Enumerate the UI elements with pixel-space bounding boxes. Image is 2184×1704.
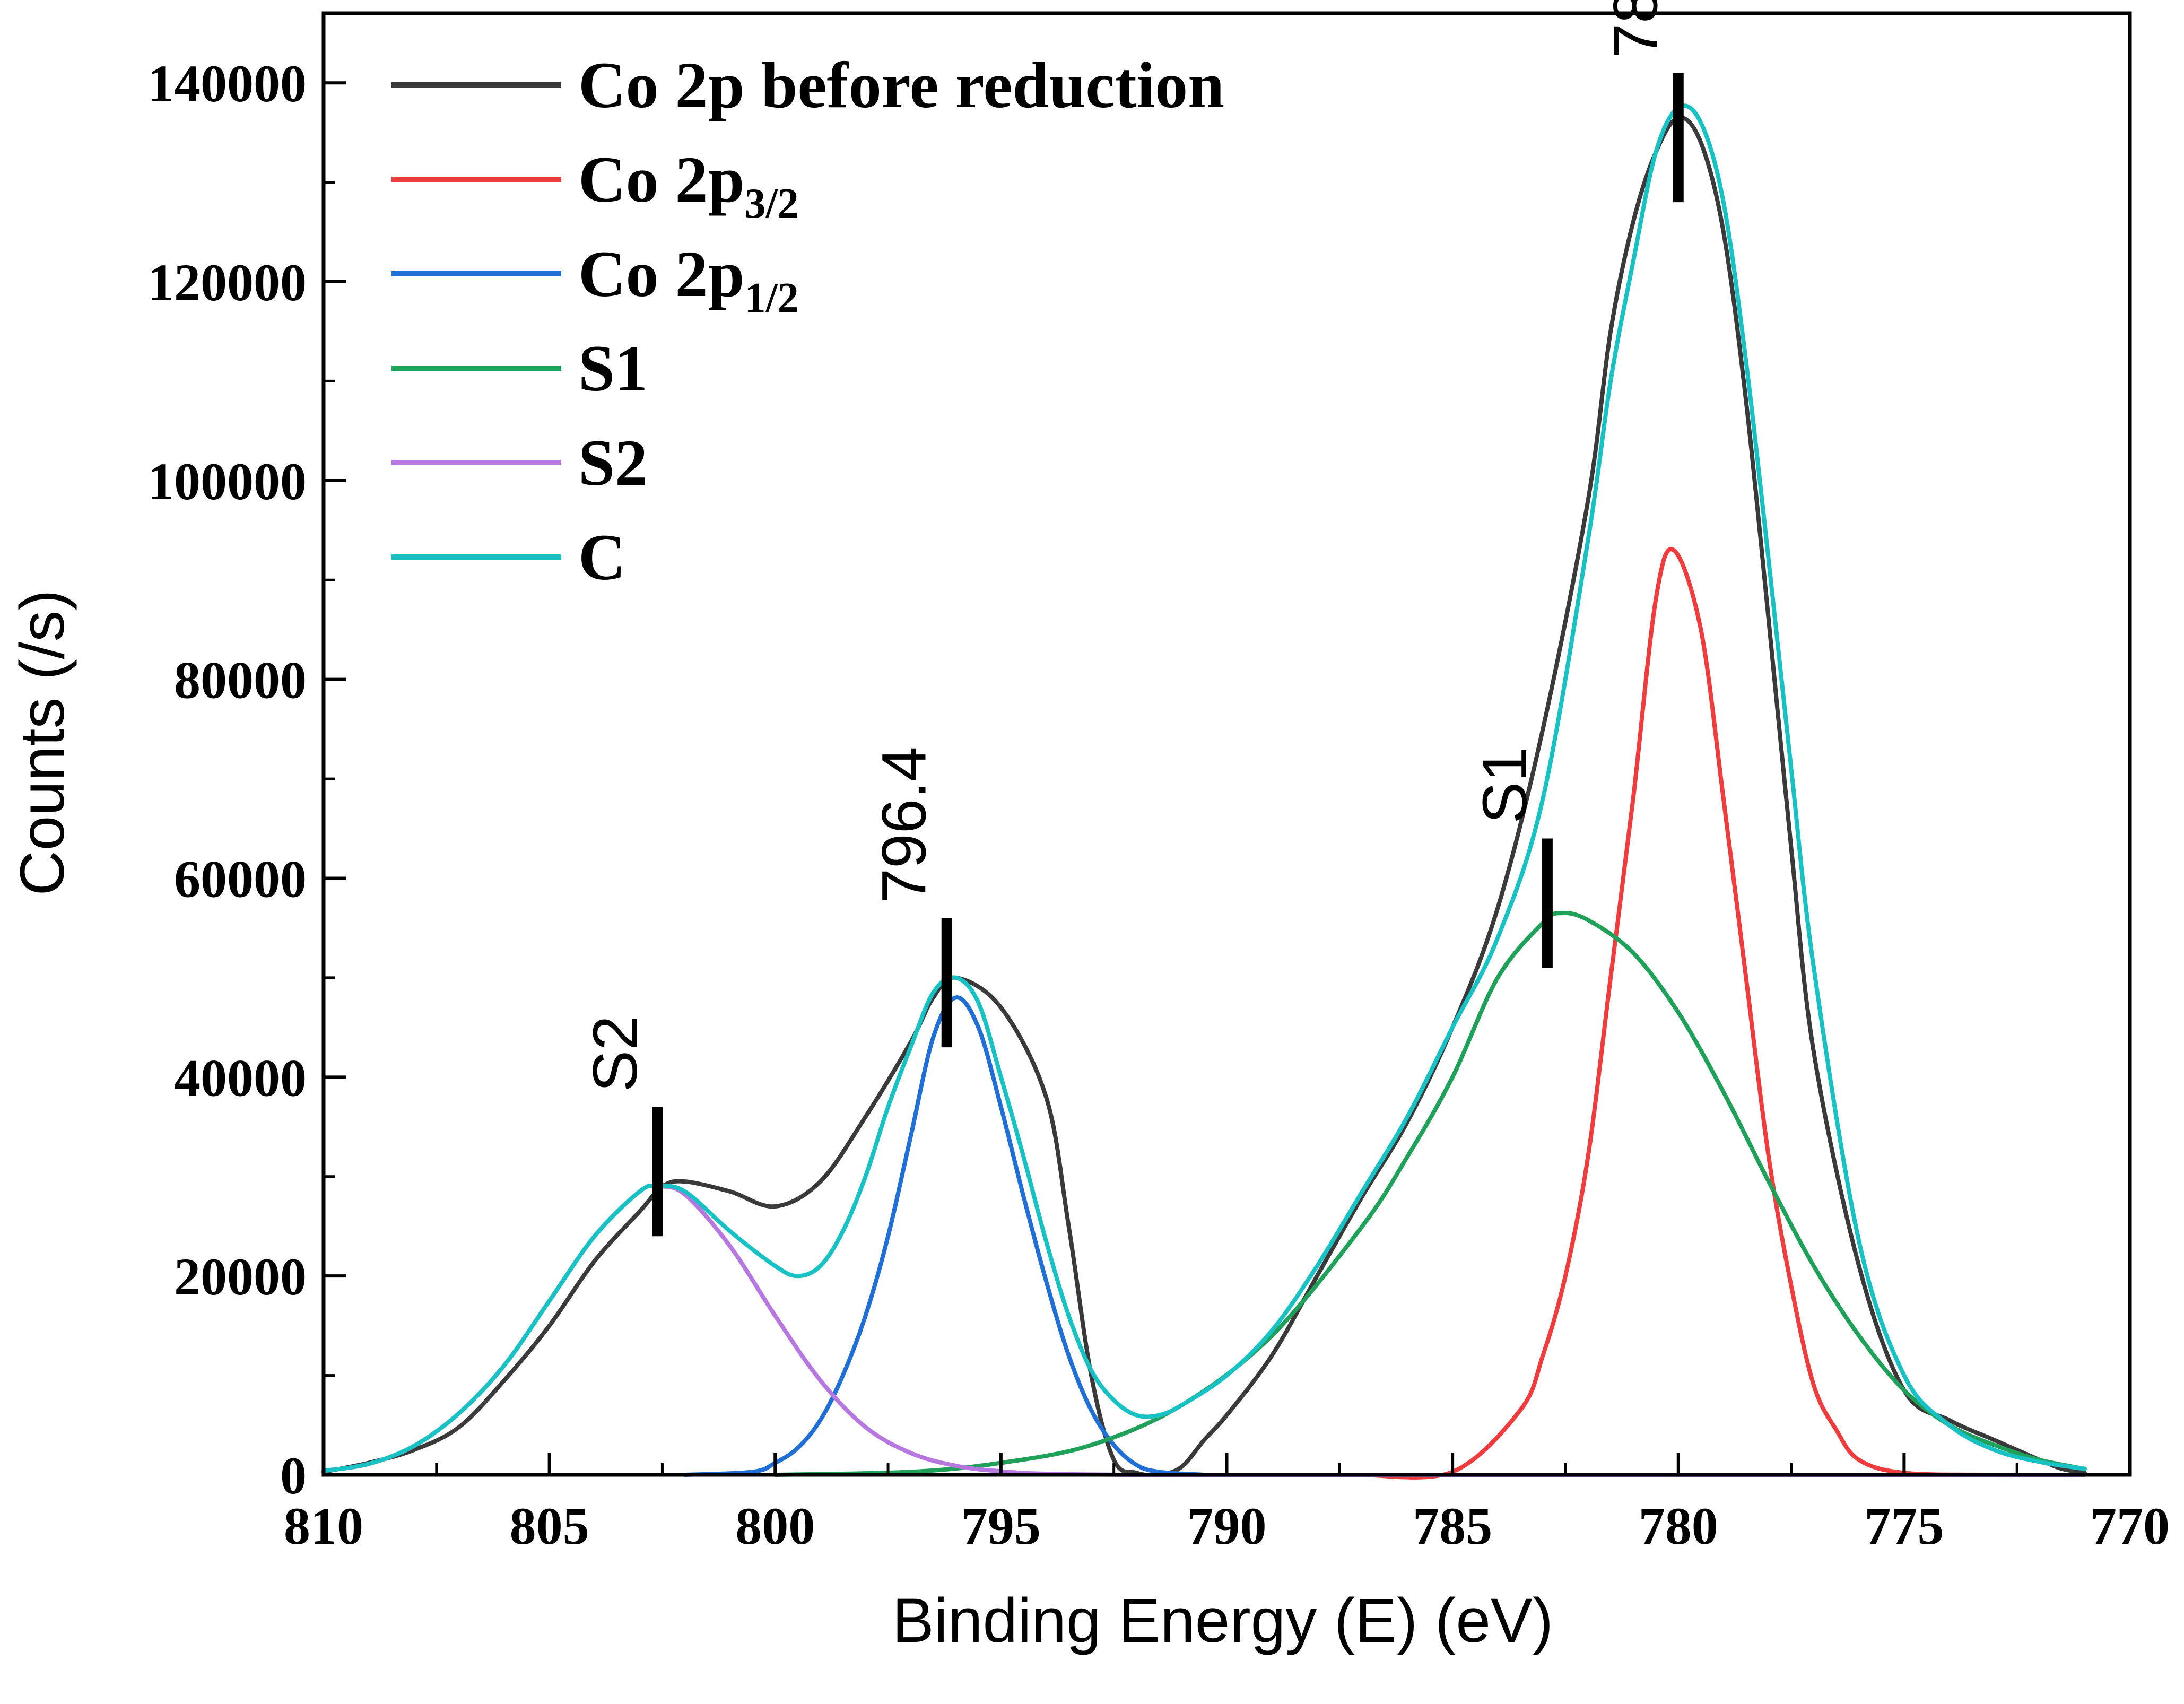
y-tick-label: 100000 [147, 452, 307, 511]
x-tick-label: 780 [1639, 1497, 1718, 1555]
legend-label-p32: Co 2p3/2 [578, 143, 799, 227]
y-tick-label: 120000 [147, 253, 307, 312]
tick-layer: 810 805 800 795 790 785 780 775 770 0 20000 40000 60… [147, 54, 2170, 1555]
y-tick-label: 40000 [174, 1048, 307, 1107]
x-tick-label: 770 [2090, 1497, 2170, 1555]
y-tick-label: 140000 [147, 54, 307, 113]
legend-label-p12: Co 2p1/2 [578, 238, 799, 321]
peak-label: 780.9 [1601, 0, 1671, 58]
legend-label-s1: S1 [578, 332, 648, 405]
y-tick-label: 60000 [174, 850, 307, 909]
series-line-p32 [1360, 547, 2087, 1480]
x-tick-label: 795 [961, 1497, 1041, 1555]
x-tick-label: 790 [1187, 1497, 1267, 1555]
peak-label: 796.4 [869, 746, 939, 903]
x-tick-label: 775 [1864, 1497, 1944, 1555]
x-tick-label: 810 [284, 1497, 363, 1555]
y-axis-title: Counts (/s) [7, 589, 77, 896]
x-tick-label: 785 [1413, 1497, 1492, 1555]
legend-label-s2: S2 [578, 427, 648, 499]
peak-label: S1 [1470, 747, 1540, 823]
legend-label-c: C [578, 521, 626, 594]
plot-area [324, 13, 2130, 1475]
x-tick-label: 800 [735, 1497, 815, 1555]
series-layer [321, 103, 2087, 1480]
annotation-layer: 780.9 796.4 S1 S2 [580, 0, 1684, 1237]
y-tick-label: 0 [280, 1446, 307, 1505]
series-line-raw [321, 115, 2087, 1477]
series-line-p12 [683, 995, 1206, 1477]
series-line-c [321, 103, 2087, 1473]
y-tick-label: 20000 [174, 1247, 307, 1306]
y-tick-label: 80000 [174, 651, 307, 710]
x-tick-label: 805 [510, 1497, 589, 1555]
x-axis-title: Binding Energy (E) (eV) [892, 1586, 1553, 1656]
legend-label-raw: Co 2p before reduction [578, 49, 1224, 121]
legend: Co 2p before reduction Co 2p3/2 Co 2p1/2 S1… [391, 49, 1224, 594]
peak-label: S2 [580, 1015, 650, 1092]
